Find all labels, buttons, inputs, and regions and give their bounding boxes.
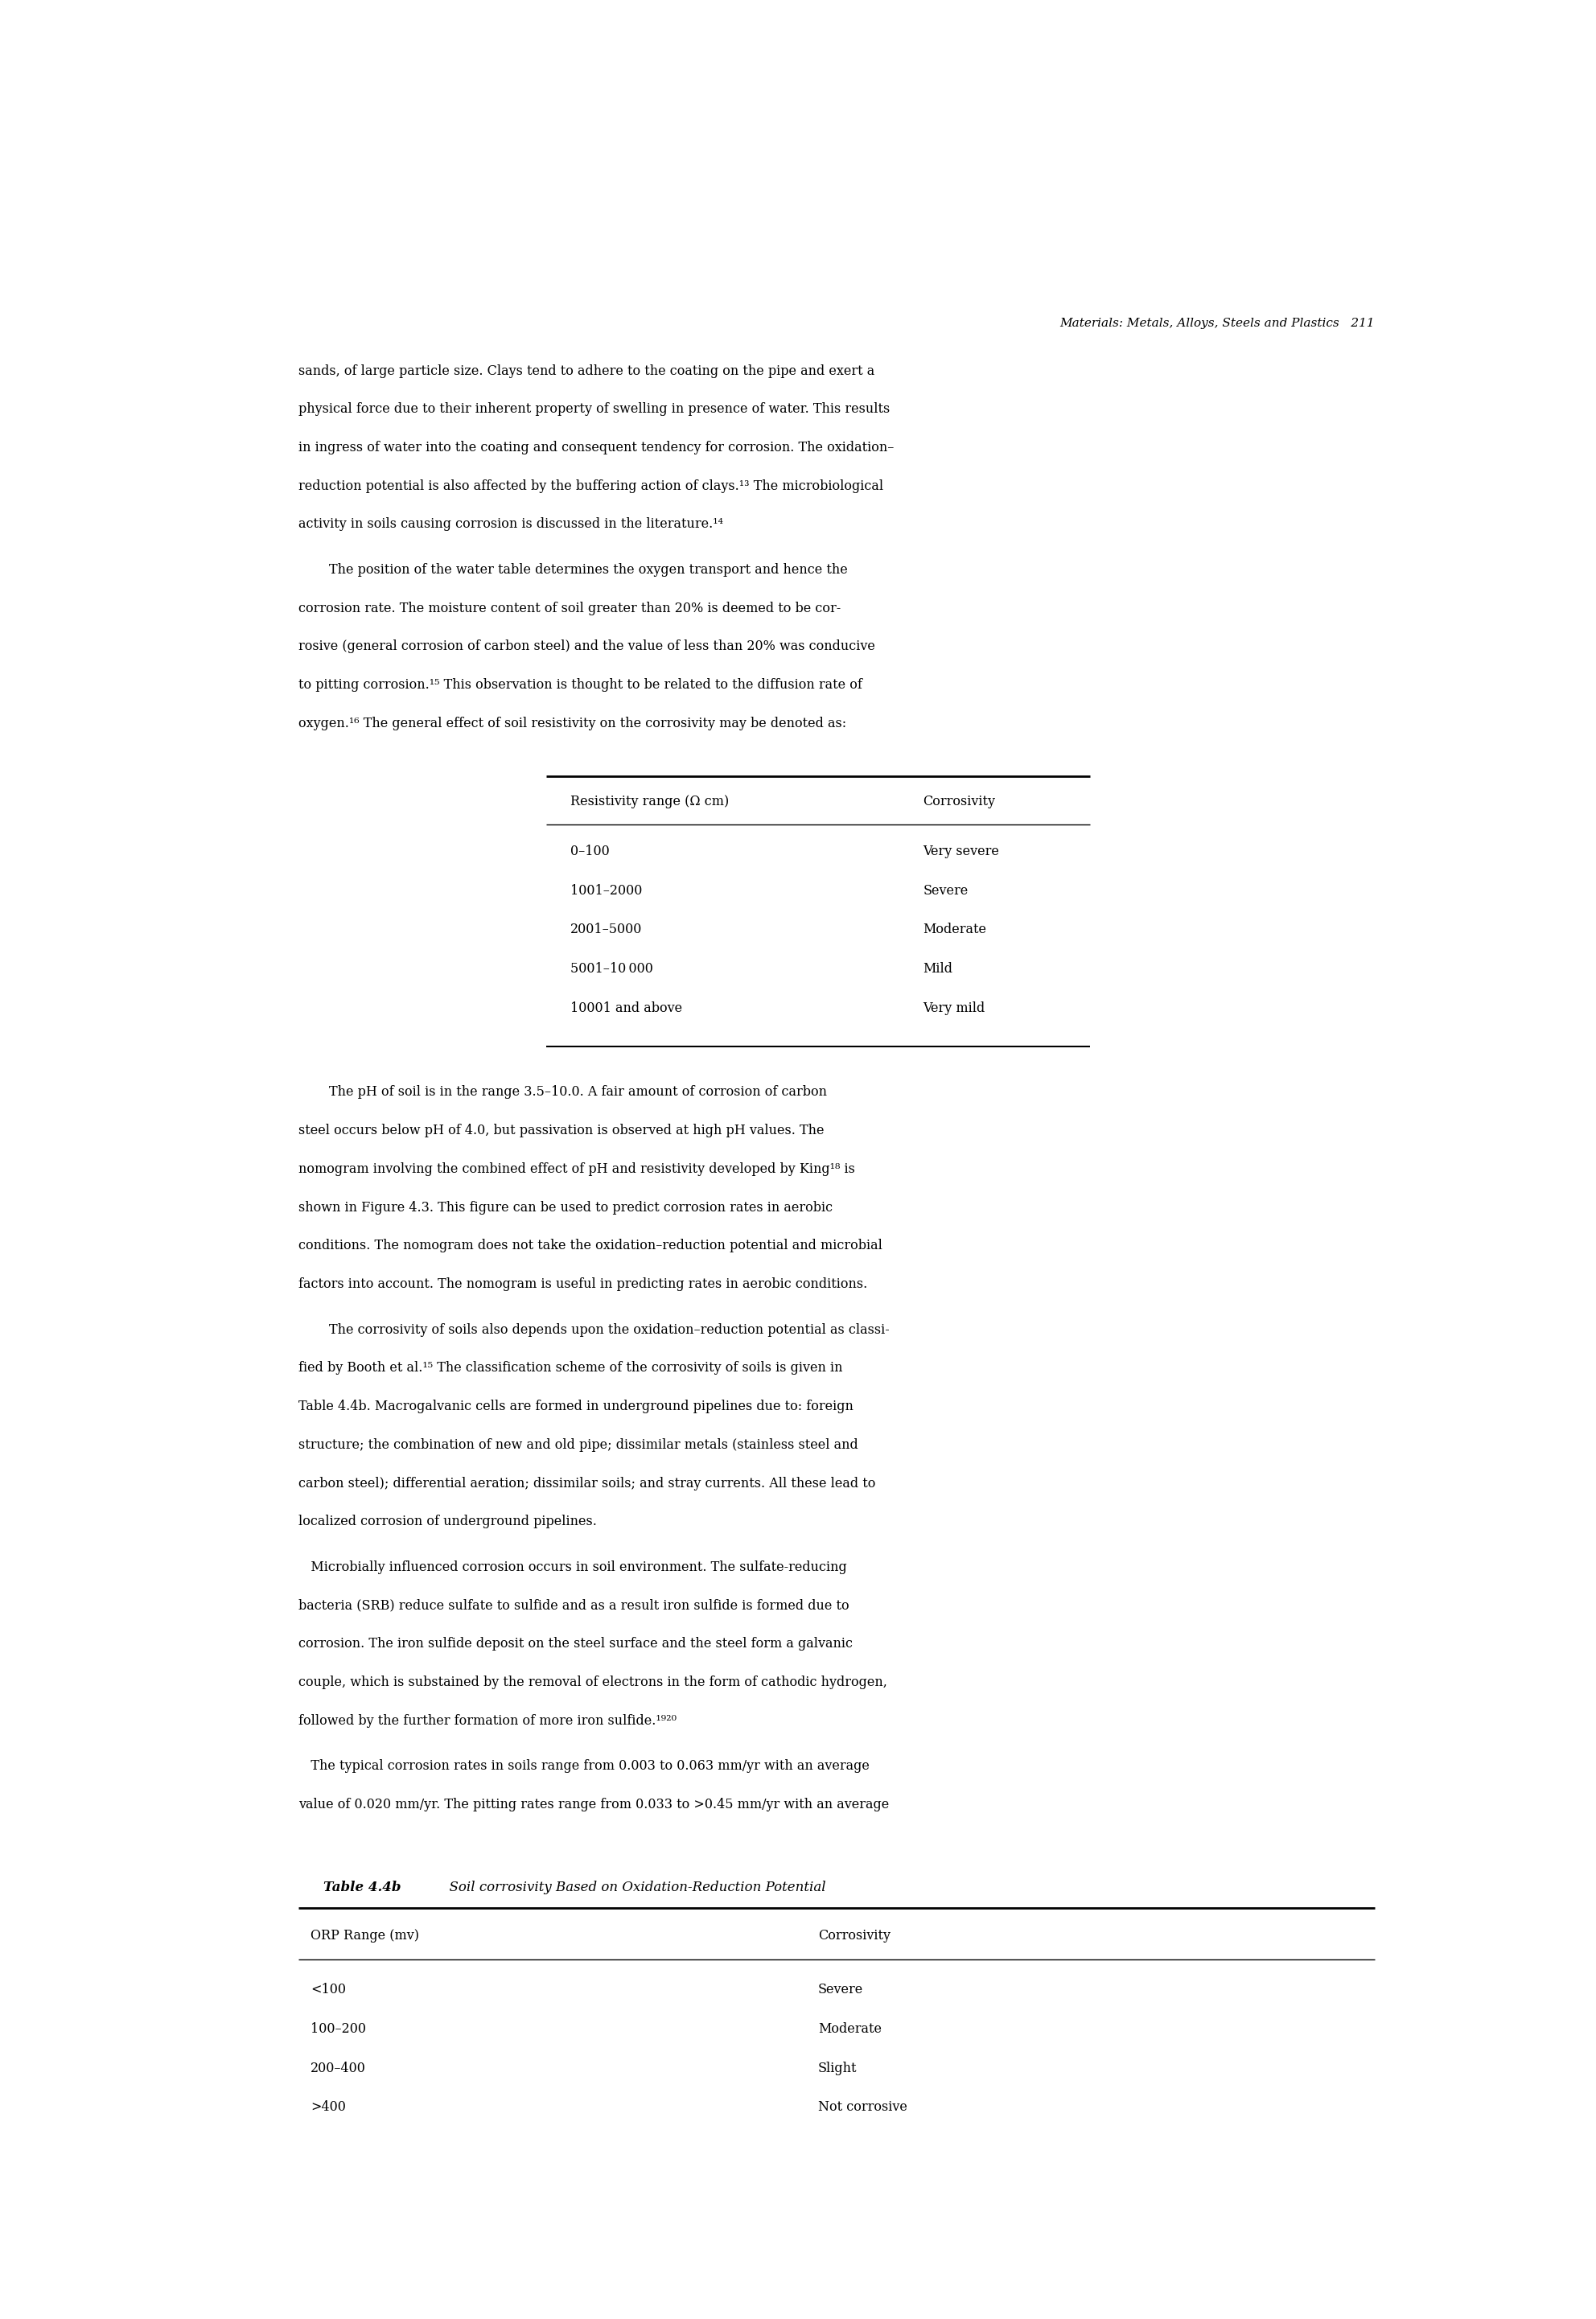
Text: Table 4.4b: Table 4.4b — [322, 1881, 401, 1895]
Text: 10001 and above: 10001 and above — [571, 1002, 683, 1016]
Text: Not corrosive: Not corrosive — [819, 2101, 907, 2115]
Text: conditions. The nomogram does not take the oxidation–reduction potential and mic: conditions. The nomogram does not take t… — [298, 1238, 883, 1252]
Text: Table 4.4b. Macrogalvanic cells are formed in underground pipelines due to: fore: Table 4.4b. Macrogalvanic cells are form… — [298, 1401, 854, 1412]
Text: rosive (general corrosion of carbon steel) and the value of less than 20% was co: rosive (general corrosion of carbon stee… — [298, 640, 875, 654]
Text: Very mild: Very mild — [922, 1002, 985, 1016]
Text: Moderate: Moderate — [922, 923, 986, 937]
Text: Corrosivity: Corrosivity — [819, 1929, 891, 1943]
Text: value of 0.020 mm/yr. The pitting rates range from 0.033 to >0.45 mm/yr with an : value of 0.020 mm/yr. The pitting rates … — [298, 1797, 889, 1811]
Text: Resistivity range (Ω cm): Resistivity range (Ω cm) — [571, 795, 729, 807]
Text: fied by Booth et al.¹⁵ The classification scheme of the corrosivity of soils is : fied by Booth et al.¹⁵ The classificatio… — [298, 1361, 843, 1375]
Text: corrosion. The iron sulfide deposit on the steel surface and the steel form a ga: corrosion. The iron sulfide deposit on t… — [298, 1637, 852, 1651]
Text: activity in soils causing corrosion is discussed in the literature.¹⁴: activity in soils causing corrosion is d… — [298, 517, 723, 531]
Text: Moderate: Moderate — [819, 2022, 881, 2036]
Text: Mild: Mild — [922, 962, 953, 976]
Text: Corrosivity: Corrosivity — [922, 795, 996, 807]
Text: Materials: Metals, Alloys, Steels and Plastics   211: Materials: Metals, Alloys, Steels and Pl… — [1060, 318, 1374, 329]
Text: >400: >400 — [311, 2101, 346, 2115]
Text: in ingress of water into the coating and consequent tendency for corrosion. The : in ingress of water into the coating and… — [298, 441, 894, 455]
Text: 200–400: 200–400 — [311, 2062, 365, 2076]
Text: to pitting corrosion.¹⁵ This observation is thought to be related to the diffusi: to pitting corrosion.¹⁵ This observation… — [298, 677, 862, 691]
Text: physical force due to their inherent property of swelling in presence of water. : physical force due to their inherent pro… — [298, 404, 891, 415]
Text: Severe: Severe — [922, 884, 969, 897]
Text: Slight: Slight — [819, 2062, 857, 2076]
Text: Severe: Severe — [819, 1983, 863, 1997]
Text: 5001–10 000: 5001–10 000 — [571, 962, 653, 976]
Text: carbon steel); differential aeration; dissimilar soils; and stray currents. All : carbon steel); differential aeration; di… — [298, 1477, 876, 1491]
Text: ORP Range (mv): ORP Range (mv) — [311, 1929, 420, 1943]
Text: shown in Figure 4.3. This figure can be used to predict corrosion rates in aerob: shown in Figure 4.3. This figure can be … — [298, 1201, 833, 1215]
Text: The pH of soil is in the range 3.5–10.0. A fair amount of corrosion of carbon: The pH of soil is in the range 3.5–10.0.… — [329, 1085, 827, 1099]
Text: structure; the combination of new and old pipe; dissimilar metals (stainless ste: structure; the combination of new and ol… — [298, 1438, 859, 1452]
Text: 100–200: 100–200 — [311, 2022, 367, 2036]
Text: <100: <100 — [311, 1983, 346, 1997]
Text: The position of the water table determines the oxygen transport and hence the: The position of the water table determin… — [329, 564, 847, 577]
Text: 2001–5000: 2001–5000 — [571, 923, 643, 937]
Text: reduction potential is also affected by the buffering action of clays.¹³ The mic: reduction potential is also affected by … — [298, 480, 883, 494]
Text: sands, of large particle size. Clays tend to adhere to the coating on the pipe a: sands, of large particle size. Clays ten… — [298, 364, 875, 378]
Text: Microbially influenced corrosion occurs in soil environment. The sulfate-reducin: Microbially influenced corrosion occurs … — [298, 1561, 847, 1575]
Text: oxygen.¹⁶ The general effect of soil resistivity on the corrosivity may be denot: oxygen.¹⁶ The general effect of soil res… — [298, 717, 846, 730]
Text: corrosion rate. The moisture content of soil greater than 20% is deemed to be co: corrosion rate. The moisture content of … — [298, 601, 841, 615]
Text: couple, which is substained by the removal of electrons in the form of cathodic : couple, which is substained by the remov… — [298, 1677, 887, 1688]
Text: Very severe: Very severe — [922, 844, 999, 858]
Text: 0–100: 0–100 — [571, 844, 610, 858]
Text: The typical corrosion rates in soils range from 0.003 to 0.063 mm/yr with an ave: The typical corrosion rates in soils ran… — [298, 1760, 870, 1774]
Text: The corrosivity of soils also depends upon the oxidation–reduction potential as : The corrosivity of soils also depends up… — [329, 1322, 891, 1336]
Text: Soil corrosivity Based on Oxidation-Reduction Potential: Soil corrosivity Based on Oxidation-Redu… — [440, 1881, 825, 1895]
Text: bacteria (SRB) reduce sulfate to sulfide and as a result iron sulfide is formed : bacteria (SRB) reduce sulfate to sulfide… — [298, 1598, 849, 1612]
Text: localized corrosion of underground pipelines.: localized corrosion of underground pipel… — [298, 1514, 597, 1528]
Text: nomogram involving the combined effect of pH and resistivity developed by King¹⁸: nomogram involving the combined effect o… — [298, 1162, 855, 1176]
Text: factors into account. The nomogram is useful in predicting rates in aerobic cond: factors into account. The nomogram is us… — [298, 1278, 867, 1292]
Text: followed by the further formation of more iron sulfide.¹⁹²⁰: followed by the further formation of mor… — [298, 1714, 677, 1728]
Text: 1001–2000: 1001–2000 — [571, 884, 643, 897]
Text: steel occurs below pH of 4.0, but passivation is observed at high pH values. The: steel occurs below pH of 4.0, but passiv… — [298, 1125, 824, 1136]
